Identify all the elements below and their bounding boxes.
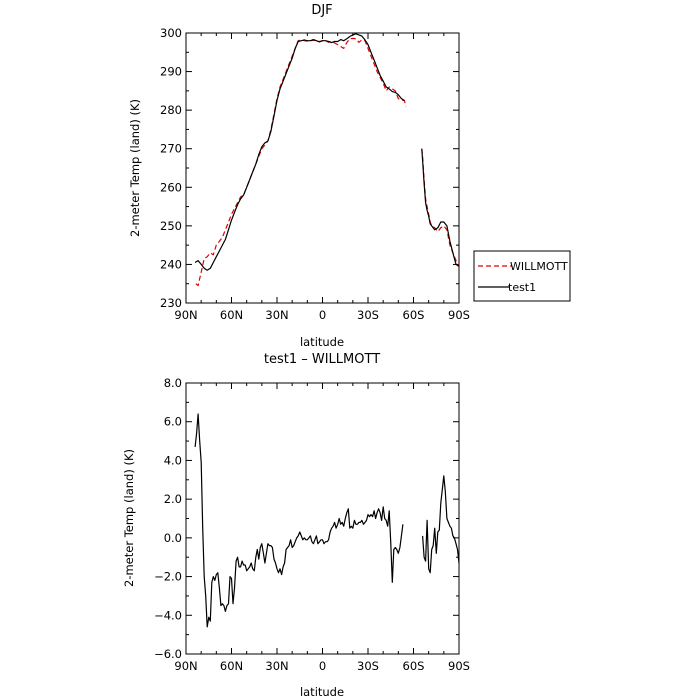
bottom-series-line-difference: [194, 413, 404, 628]
top-y-tick-label: 240: [160, 257, 182, 271]
bottom-panel: test1 – WILLMOTT 90N 60N 30N 0 30S 60S 90S −6.0…: [122, 352, 470, 699]
legend: WILLMOTT test1: [473, 250, 571, 302]
legend-box: [473, 250, 571, 302]
bottom-x-tick-label: 0: [319, 659, 326, 673]
top-plot-lines: [194, 33, 460, 287]
bottom-y-tick-label: −4.0: [154, 608, 182, 622]
top-axis-ticks: 90N 60N 30N 0 30S 60S 90S 230 240 250 260 270 280 290…: [160, 26, 470, 322]
top-y-tick-label: 280: [160, 103, 182, 117]
top-x-tick-label: 30N: [265, 308, 288, 322]
top-y-tick-label: 230: [160, 296, 182, 310]
top-y-axis-label: 2-meter Temp (land) (K): [128, 99, 142, 237]
bottom-x-tick-label: 30N: [265, 659, 288, 673]
bottom-chart-title: test1 – WILLMOTT: [264, 352, 380, 367]
top-y-tick-label: 260: [160, 180, 182, 194]
top-x-tick-label: 0: [319, 308, 326, 322]
top-x-axis-label: latitude: [300, 335, 344, 349]
top-plot-frame: [185, 32, 460, 304]
top-y-tick-label: 250: [160, 219, 182, 233]
top-chart-title: DJF: [311, 3, 332, 18]
bottom-y-tick-label: −2.0: [154, 570, 182, 584]
top-y-tick-label: 290: [160, 65, 182, 79]
legend-label-test1: test1: [508, 281, 536, 294]
bottom-axis-ticks: 90N 60N 30N 0 30S 60S 90S −6.0 −4.0 −2.0 0.0 2.0 4.0…: [154, 376, 470, 673]
top-series-line-willmott: [195, 37, 407, 287]
bottom-x-tick-label: 60S: [403, 659, 425, 673]
bottom-x-tick-label: 90S: [448, 659, 470, 673]
bottom-plot-lines: [194, 413, 460, 628]
bottom-x-axis-label: latitude: [300, 685, 344, 699]
bottom-y-tick-label: 0.0: [164, 531, 182, 545]
top-x-tick-label: 30S: [357, 308, 379, 322]
bottom-y-axis-label: 2-meter Temp (land) (K): [122, 449, 136, 587]
legend-label-willmott: WILLMOTT: [510, 260, 568, 273]
bottom-plot-frame: [185, 382, 460, 655]
bottom-x-tick-label: 60N: [220, 659, 243, 673]
bottom-series-line-difference: [422, 475, 460, 574]
top-series-line-test1: [194, 33, 405, 271]
top-x-tick-label: 60S: [403, 308, 425, 322]
top-panel: DJF 90N 60N 30N 0 30S 60S 90S 230 240 250 260 270 28…: [128, 3, 571, 349]
top-series-line-willmott: [421, 148, 460, 265]
bottom-x-tick-label: 30S: [357, 659, 379, 673]
top-series-line-test1: [421, 148, 460, 267]
top-y-tick-label: 270: [160, 142, 182, 156]
bottom-y-tick-label: 2.0: [164, 492, 182, 506]
bottom-y-tick-label: 8.0: [164, 376, 182, 390]
bottom-y-tick-label: 6.0: [164, 415, 182, 429]
top-x-tick-label: 90N: [174, 308, 197, 322]
bottom-x-tick-label: 90N: [174, 659, 197, 673]
top-x-tick-label: 90S: [448, 308, 470, 322]
bottom-y-tick-label: 4.0: [164, 453, 182, 467]
top-y-tick-label: 300: [160, 26, 182, 40]
bottom-y-tick-label: −6.0: [154, 647, 182, 661]
top-x-tick-label: 60N: [220, 308, 243, 322]
